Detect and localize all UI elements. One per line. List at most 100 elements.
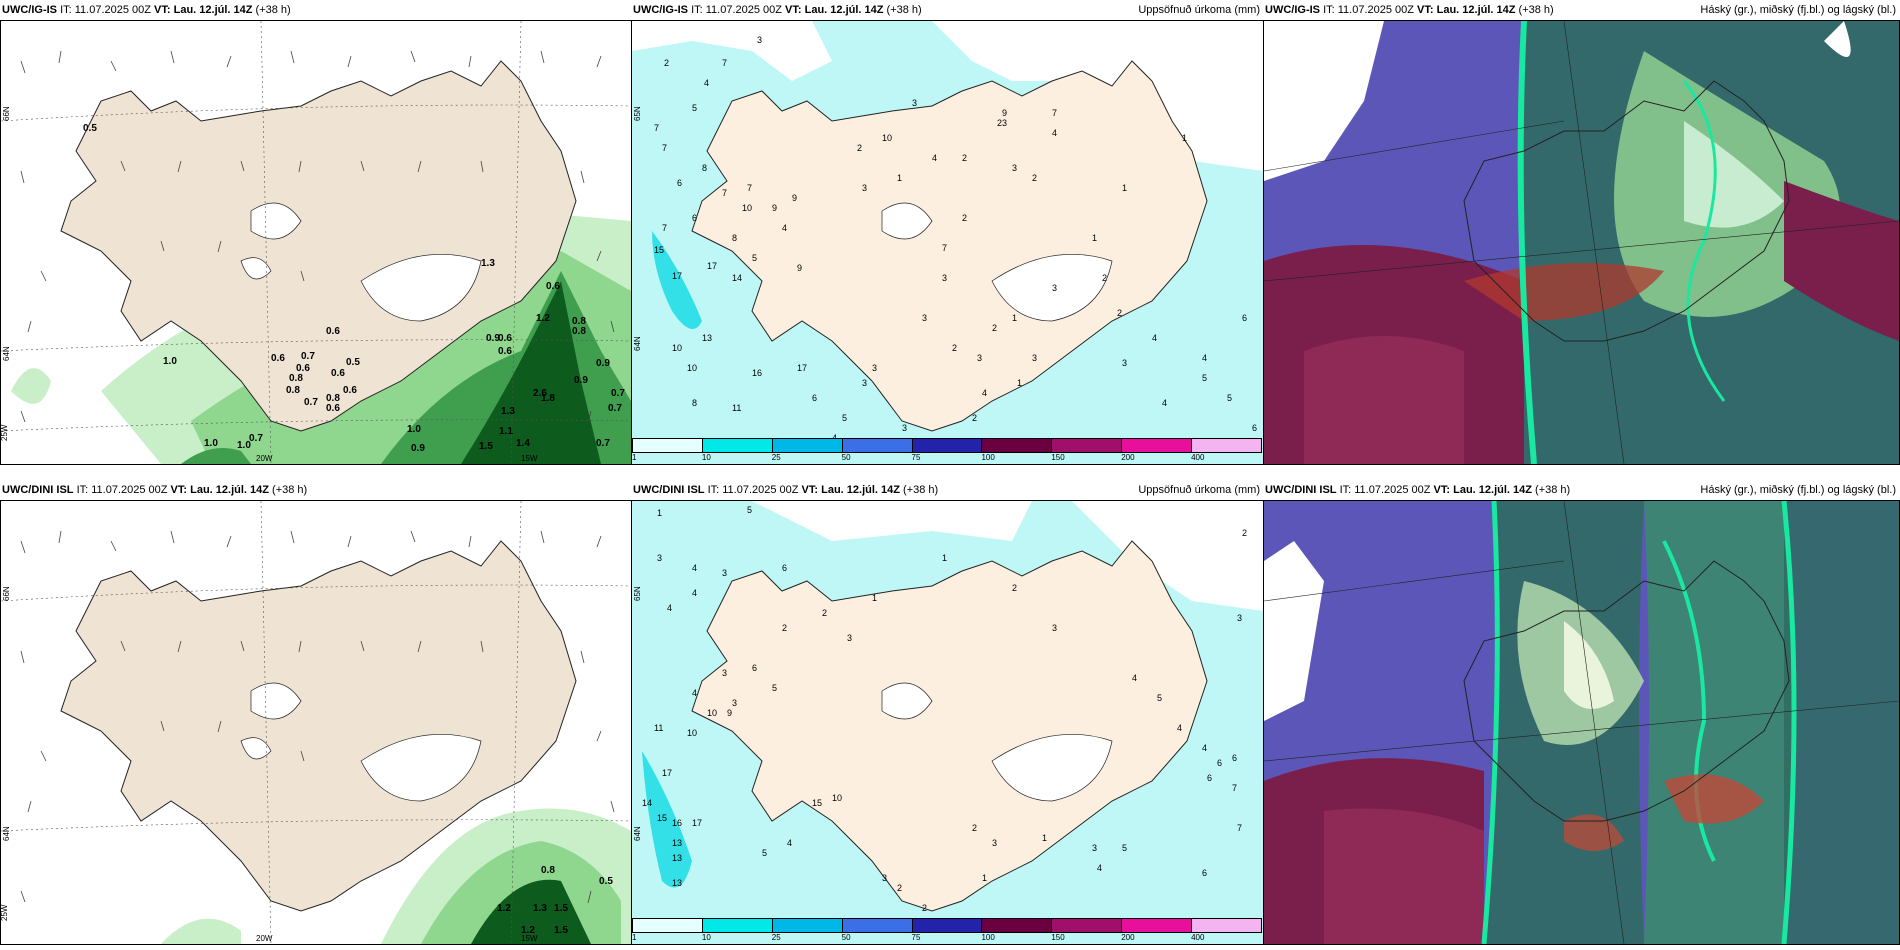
precip-val: 3: [732, 698, 737, 708]
precip-panel-bottom: UWC/DINI ISL IT: 11.07.2025 00Z VT: Lau.…: [631, 480, 1264, 945]
legend-swatch: [841, 438, 913, 453]
precip-val: 2: [972, 823, 977, 833]
panel-header: UWC/DINI ISL IT: 11.07.2025 00Z VT: Lau.…: [1263, 480, 1900, 500]
precip-val: 4: [1202, 353, 1207, 363]
precip-val: 10: [882, 133, 892, 143]
precip-val: 6: [677, 178, 682, 188]
wind-val: 0.8: [572, 316, 586, 327]
wind-val: 0.8: [326, 393, 340, 404]
precip-val: 2: [782, 623, 787, 633]
precip-val: 6: [692, 213, 697, 223]
precip-legend: 1 10 25 50 75 100 150 200 400: [632, 918, 1263, 944]
lat-label: 65N: [633, 586, 642, 601]
model-name: UWC/IG-IS: [633, 4, 688, 16]
wind-val: 0.6: [546, 281, 560, 292]
lead-time: (+38 h): [255, 4, 291, 16]
precip-val: 6: [1232, 753, 1237, 763]
precip-val: 9: [797, 263, 802, 273]
precip-val: 2: [664, 58, 669, 68]
precip-val: 16: [672, 818, 682, 828]
wind-val: 0.5: [599, 876, 613, 887]
wind-val: 0.9: [486, 333, 500, 344]
wind-val: 1.0: [407, 424, 421, 435]
legend-tick: 75: [911, 933, 921, 942]
legend-swatch: [1121, 918, 1193, 933]
precip-val: 6: [812, 393, 817, 403]
legend-tick: 25: [771, 453, 781, 462]
precip-legend: 1 10 25 50 75 100 150 200 400: [632, 438, 1263, 464]
glaciers: [240, 202, 482, 322]
wind-val: 0.8: [541, 865, 555, 876]
legend-tick: 50: [841, 933, 851, 942]
precip-val: 6: [1242, 313, 1247, 323]
valid-label: VT:: [785, 4, 802, 16]
legend-tick: 10: [701, 933, 711, 942]
lon-label: 20W: [256, 454, 273, 463]
legend-swatch: [981, 918, 1053, 933]
model-name: UWC/DINI ISL: [1265, 484, 1337, 496]
precip-val: 10: [832, 793, 842, 803]
precip-val: 4: [692, 588, 697, 598]
valid-time: Lau. 12.júl. 14Z: [821, 484, 900, 496]
precip-val: 1: [1017, 378, 1022, 388]
lat-label: 65N: [633, 106, 642, 121]
precip-val: 15: [654, 245, 664, 255]
precip-val: 2: [1102, 273, 1107, 283]
precip-val: 3: [872, 363, 877, 373]
iceland-landmass: [60, 60, 577, 432]
lead-time: (+38 h): [1535, 484, 1571, 496]
wind-val: 1.0: [237, 440, 251, 451]
precip-val: 2: [897, 883, 902, 893]
lat-lon-grid: [1, 21, 631, 464]
legend-swatch: [1051, 438, 1123, 453]
precip-val: 7: [1237, 823, 1242, 833]
precip-val: 1: [1182, 133, 1187, 143]
wind-map-svg: 0.8 0.5 1.2 1.3 1.5 1.5 1.2 66N 64N 25W …: [1, 501, 631, 944]
wind-val: 1.5: [554, 925, 568, 936]
precip-high-area: [642, 751, 692, 888]
precip-high-area: [652, 231, 702, 329]
valid-label: VT:: [154, 4, 171, 16]
precip-val: 7: [662, 143, 667, 153]
precip-val: 5: [772, 683, 777, 693]
lat-label: 64N: [2, 346, 11, 361]
precip-val: 3: [847, 633, 852, 643]
wind-val: 1.4: [516, 438, 530, 449]
cloud-title: Háský (gr.), miðský (fj.bl.) og lágský (…: [1700, 4, 1896, 16]
iceland-landmass: [691, 60, 1208, 432]
wind-barbs: [20, 530, 615, 904]
legend-swatch: [1191, 438, 1262, 453]
panel-header: UWC/IG-IS IT: 11.07.2025 00Z VT: Lau. 12…: [1263, 0, 1900, 20]
wind-val: 0.6: [326, 403, 340, 414]
precip-val: 3: [657, 553, 662, 563]
precip-val: 4: [1177, 723, 1182, 733]
lat-lon-grid: [1, 501, 631, 944]
wind-values: 0.8 0.5 1.2 1.3 1.5 1.5 1.2: [497, 865, 613, 936]
precip-val: 10: [687, 728, 697, 738]
precip-val: 11: [654, 723, 663, 733]
precip-val: 2: [1117, 308, 1122, 318]
cloud-panel-bottom: UWC/DINI ISL IT: 11.07.2025 00Z VT: Lau.…: [1263, 480, 1900, 945]
init-time: IT: 11.07.2025 00Z: [707, 484, 799, 496]
precip-map: 5 1 3 4 3 4 4 6 2 2 1 3 3 6 5 4 3 10 9 1…: [631, 500, 1264, 945]
legend-swatch: [1191, 918, 1262, 933]
precip-val: 10: [707, 708, 717, 718]
precip-val: 10: [687, 363, 697, 373]
lat-label: 64N: [633, 336, 642, 351]
wind-val: 0.9: [574, 375, 588, 386]
wind-val: 1.8: [541, 393, 555, 404]
precip-val: 8: [732, 233, 737, 243]
precip-val: 2: [992, 323, 997, 333]
valid-time: Lau. 12.júl. 14Z: [173, 4, 253, 16]
wind-val: 0.7: [596, 438, 610, 449]
precip-val: 3: [882, 873, 887, 883]
cloud-map: [1263, 20, 1900, 465]
precip-val: 2: [1242, 528, 1247, 538]
lon-label: 15W: [521, 454, 538, 463]
precip-val: 2: [922, 903, 927, 913]
wind-map: 0.8 0.5 1.2 1.3 1.5 1.5 1.2 66N 64N 25W …: [0, 500, 632, 945]
precip-val: 7: [942, 243, 947, 253]
legend-tick: 1: [632, 453, 637, 462]
precip-val: 3: [1122, 358, 1127, 368]
valid-time: Lau. 12.júl. 14Z: [190, 484, 269, 496]
